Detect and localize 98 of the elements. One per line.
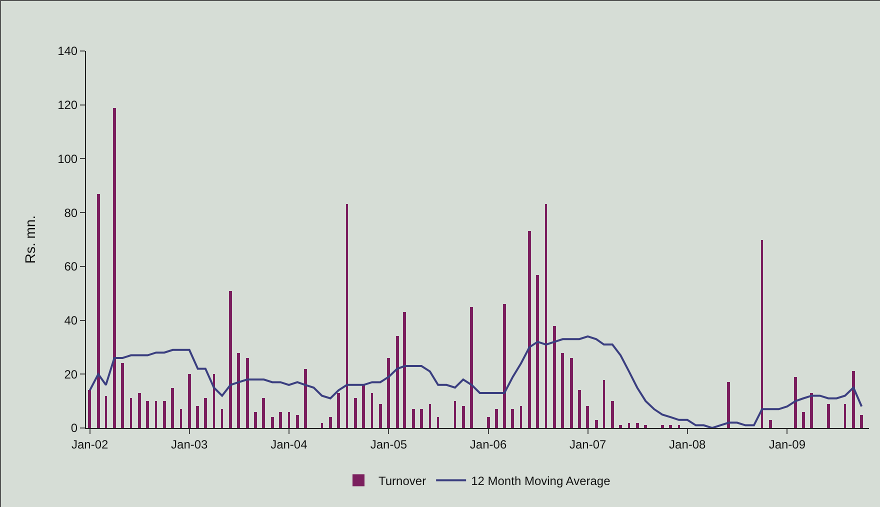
- bar: [520, 406, 522, 428]
- x-tick-label: Jan-04: [270, 437, 308, 452]
- bar: [396, 336, 399, 428]
- bar: [487, 417, 490, 428]
- bar: [346, 204, 348, 428]
- x-tick-label: Jan-03: [171, 437, 208, 452]
- legend-label: 12 Month Moving Average: [471, 474, 611, 488]
- y-tick-label: 80: [64, 206, 78, 220]
- bar: [810, 393, 813, 428]
- bar: [138, 393, 141, 428]
- bar: [611, 401, 614, 428]
- bar: [130, 398, 132, 428]
- x-tick-label: Jan-07: [569, 437, 606, 452]
- bar: [188, 374, 191, 428]
- bar: [288, 412, 290, 428]
- bar: [619, 425, 622, 428]
- bar: [553, 326, 556, 428]
- bar: [570, 358, 573, 428]
- bar: [503, 304, 506, 428]
- x-tick-label: Jan-05: [370, 437, 408, 452]
- bar: [246, 358, 249, 428]
- bar: [536, 275, 539, 428]
- bar: [678, 425, 680, 428]
- bar: [769, 420, 772, 428]
- bar: [387, 358, 390, 428]
- bar: [528, 231, 531, 428]
- bar: [213, 374, 215, 428]
- bar: [403, 312, 406, 428]
- y-tick-label: 20: [64, 367, 78, 382]
- bar: [271, 417, 274, 428]
- bar: [578, 390, 581, 428]
- bar: [661, 425, 664, 428]
- bar: [262, 398, 265, 428]
- x-tick-label: Jan-09: [768, 437, 806, 452]
- legend-label: Turnover: [378, 474, 426, 488]
- y-tick-label: 0: [70, 421, 78, 436]
- bar: [462, 406, 465, 428]
- bar: [412, 409, 415, 428]
- bar: [362, 385, 365, 428]
- bar: [379, 404, 382, 428]
- bar: [644, 425, 647, 428]
- bar: [279, 412, 282, 428]
- bar: [105, 396, 107, 428]
- x-tick-label: Jan-02: [71, 437, 108, 452]
- x-tick-label: Jan-06: [470, 437, 507, 452]
- y-tick-label: 120: [58, 98, 78, 112]
- bar: [196, 406, 199, 428]
- bar: [852, 371, 855, 428]
- bar: [371, 393, 373, 428]
- bar: [296, 415, 299, 428]
- bar: [221, 409, 223, 428]
- x-tick-label: Jan-08: [669, 437, 706, 452]
- bar: [437, 417, 439, 428]
- bar: [121, 363, 124, 428]
- bar: [603, 380, 605, 428]
- y-tick-label: 140: [58, 44, 78, 58]
- bar: [844, 404, 846, 428]
- bar: [561, 353, 564, 428]
- bar: [229, 291, 232, 428]
- bar: [511, 409, 514, 428]
- y-tick-label: 60: [64, 260, 78, 274]
- bar: [727, 382, 730, 428]
- bar: [595, 420, 598, 428]
- bar: [495, 409, 498, 428]
- bar: [802, 412, 805, 428]
- bar: [337, 393, 340, 428]
- y-axis-title: Rs. mn.: [22, 215, 38, 264]
- bar: [204, 398, 207, 428]
- bar: [429, 404, 431, 428]
- bar: [88, 390, 91, 428]
- bar: [146, 401, 149, 428]
- bar: [155, 401, 157, 428]
- bar: [304, 369, 307, 428]
- bar: [470, 307, 473, 428]
- bar: [454, 401, 456, 428]
- bar: [354, 398, 357, 428]
- bar: [420, 409, 423, 428]
- bar: [860, 415, 863, 428]
- bar: [171, 388, 174, 428]
- bar: [329, 417, 332, 428]
- bar: [113, 108, 116, 428]
- y-tick-label: 40: [64, 313, 78, 328]
- bar: [586, 406, 589, 428]
- bar: [163, 401, 166, 428]
- bar: [628, 423, 630, 428]
- bar: [827, 404, 830, 428]
- bar: [180, 409, 182, 428]
- bar: [321, 423, 323, 428]
- bar: [545, 204, 547, 428]
- y-tick-label: 100: [58, 152, 78, 166]
- line-series: [88, 335, 863, 428]
- bar: [97, 194, 100, 428]
- bar: [254, 412, 257, 428]
- bar: [794, 377, 797, 428]
- bar: [761, 240, 763, 428]
- bar: [237, 353, 240, 428]
- bar: [669, 425, 672, 428]
- bar: [636, 423, 639, 428]
